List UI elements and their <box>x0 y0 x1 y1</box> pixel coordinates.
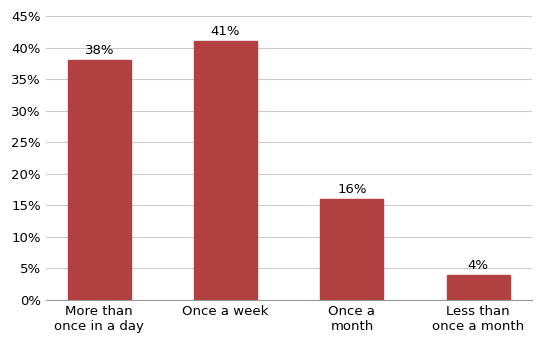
Bar <box>194 41 257 300</box>
Bar <box>320 199 383 300</box>
Text: 4%: 4% <box>468 259 489 272</box>
Text: 16%: 16% <box>337 183 367 196</box>
Bar <box>447 275 510 300</box>
Text: 38%: 38% <box>85 44 114 57</box>
Bar <box>68 60 131 300</box>
Text: 41%: 41% <box>211 25 241 38</box>
